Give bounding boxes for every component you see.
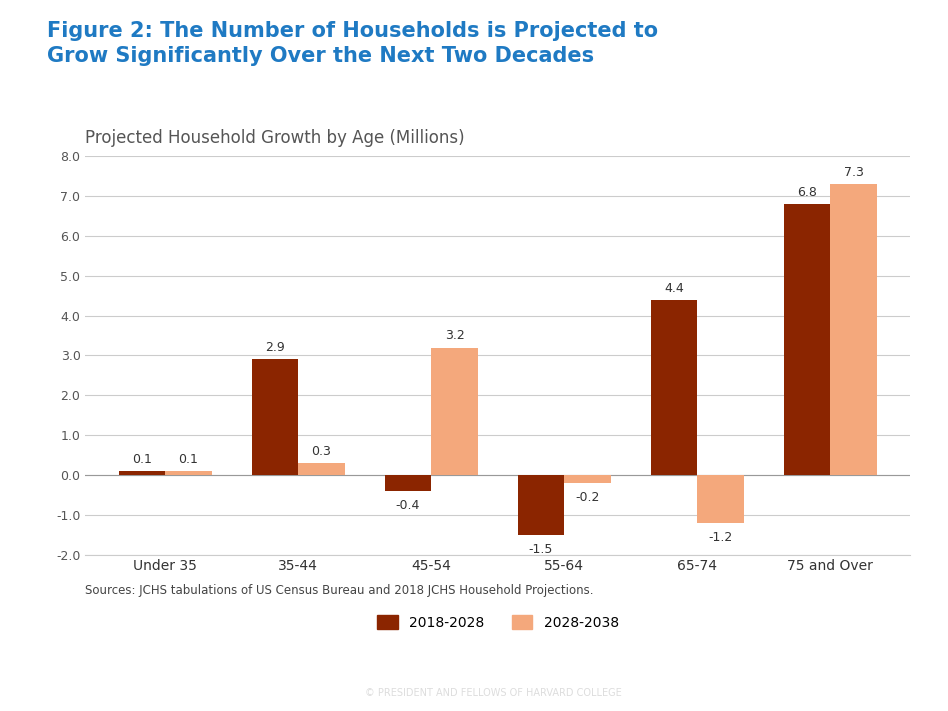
Text: -0.2: -0.2 — [575, 491, 600, 504]
Text: Projected Household Growth by Age (Millions): Projected Household Growth by Age (Milli… — [85, 129, 465, 146]
Text: © PRESIDENT AND FELLOWS OF HARVARD COLLEGE: © PRESIDENT AND FELLOWS OF HARVARD COLLE… — [365, 688, 621, 698]
Text: ⌂: ⌂ — [32, 653, 53, 686]
Text: 2.9: 2.9 — [265, 341, 284, 354]
Text: 6.8: 6.8 — [797, 186, 817, 199]
Text: -1.2: -1.2 — [708, 530, 733, 544]
Text: 7.3: 7.3 — [844, 166, 864, 179]
Bar — [518, 475, 564, 535]
Legend: 2018-2028, 2028-2038: 2018-2028, 2028-2038 — [371, 609, 625, 635]
Text: JOINT CENTER FOR HOUSING STUDIES OF HARVARD UNIVERSITY: JOINT CENTER FOR HOUSING STUDIES OF HARV… — [268, 661, 718, 673]
Text: 4.4: 4.4 — [665, 282, 684, 294]
Text: Sources: JCHS tabulations of US Census Bureau and 2018 JCHS Household Projection: Sources: JCHS tabulations of US Census B… — [85, 584, 593, 597]
Bar — [251, 360, 299, 475]
Text: 0.1: 0.1 — [178, 453, 198, 466]
Text: -1.5: -1.5 — [529, 542, 553, 555]
Text: 0.3: 0.3 — [312, 445, 332, 458]
Text: JCHS: JCHS — [27, 690, 59, 703]
Bar — [697, 475, 744, 523]
Bar — [299, 463, 345, 475]
Bar — [385, 475, 431, 491]
Bar — [165, 471, 211, 475]
Bar — [118, 471, 165, 475]
Bar — [830, 184, 877, 475]
Text: 3.2: 3.2 — [445, 329, 465, 343]
Text: Figure 2: The Number of Households is Projected to
Grow Significantly Over the N: Figure 2: The Number of Households is Pr… — [47, 21, 659, 66]
Text: 0.1: 0.1 — [132, 453, 152, 466]
Bar — [784, 204, 830, 475]
Text: -0.4: -0.4 — [395, 499, 420, 512]
Bar — [650, 300, 697, 475]
Bar — [431, 348, 478, 475]
Bar — [564, 475, 611, 483]
